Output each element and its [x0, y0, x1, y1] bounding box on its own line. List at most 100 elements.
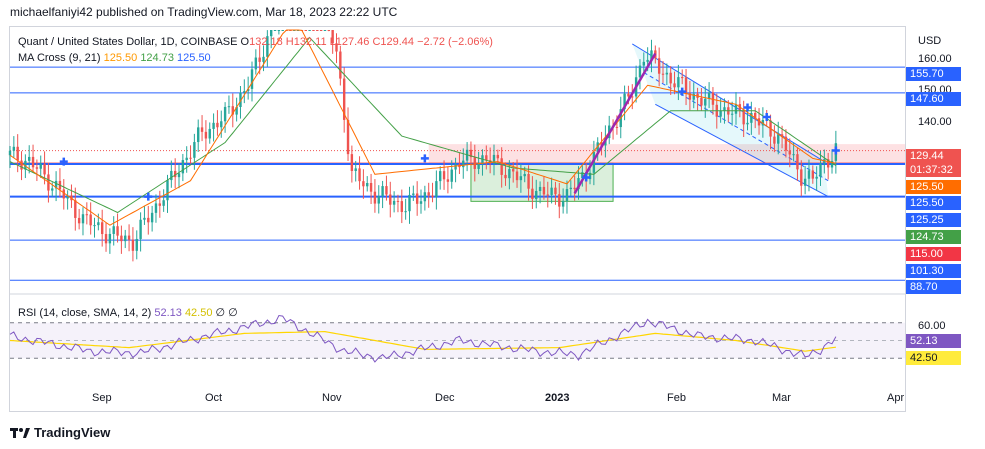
- candle-body: [208, 128, 211, 139]
- ma-cross-marker: [144, 192, 153, 201]
- candle-body: [166, 180, 169, 201]
- candle-body: [81, 214, 85, 224]
- badge-147-60: 147.60: [906, 92, 961, 106]
- candle-body: [24, 160, 27, 170]
- rsi-line: [9, 314, 837, 363]
- candle-body: [515, 171, 519, 181]
- candle-body: [577, 178, 580, 190]
- tradingview-brand: TradingView: [34, 425, 111, 440]
- candle-body: [473, 157, 476, 169]
- y-tick-140: 140.00: [918, 116, 952, 128]
- candle-body: [108, 233, 112, 244]
- candle-body: [800, 169, 803, 186]
- candle-body: [423, 192, 427, 202]
- candle-body: [373, 191, 377, 204]
- candle-body: [162, 200, 165, 206]
- badge-88-70: 88.70: [906, 280, 961, 294]
- x-tick-apr: Apr: [887, 392, 905, 404]
- symbol-label[interactable]: Quant / United States Dollar, 1D, COINBA…: [18, 36, 238, 48]
- rsi-sma-line: [9, 330, 836, 352]
- x-tick-feb: Feb: [667, 392, 686, 404]
- candle-body: [112, 226, 115, 234]
- candle-body: [500, 158, 503, 175]
- candle-body: [511, 169, 515, 172]
- rsi-tick-60: 60.00: [918, 320, 946, 332]
- candle-body: [262, 56, 265, 62]
- ma-cross-marker: [59, 157, 68, 166]
- candle-body: [243, 91, 246, 93]
- candle-body: [342, 78, 346, 120]
- candle-body: [308, 30, 311, 31]
- candle-body: [700, 97, 703, 106]
- candle-body: [147, 217, 150, 223]
- candle-body: [773, 136, 776, 144]
- candle-body: [531, 188, 534, 200]
- candle-body: [803, 178, 807, 186]
- candle-body: [254, 57, 258, 70]
- candle-body: [143, 217, 146, 220]
- candle-body: [669, 72, 672, 84]
- candle-body: [139, 219, 142, 239]
- candle-body: [124, 235, 127, 242]
- candle-body: [346, 119, 350, 155]
- candle-body: [31, 156, 35, 168]
- candle-body: [173, 170, 177, 178]
- candle-body: [239, 92, 242, 108]
- candle-body: [519, 176, 523, 181]
- candle-body: [546, 194, 549, 196]
- candle-body: [750, 112, 753, 123]
- candle-body: [704, 98, 707, 106]
- candle-body: [270, 30, 273, 37]
- candle-body: [212, 122, 215, 129]
- candle-body: [43, 163, 46, 175]
- candle-body: [600, 142, 603, 146]
- candle-body: [819, 163, 822, 177]
- candle-body: [746, 122, 749, 125]
- badge-last-price: 129.44: [906, 149, 961, 163]
- rsi-label[interactable]: RSI (14, close, SMA, 14, 2): [18, 307, 152, 319]
- candle-body: [542, 186, 546, 195]
- candle-body: [661, 73, 665, 75]
- candle-body: [404, 211, 407, 213]
- candle-body: [830, 160, 834, 168]
- candle-body: [154, 203, 158, 213]
- candle-body: [266, 36, 269, 57]
- candle-body: [788, 150, 791, 155]
- candle-body: [638, 65, 642, 78]
- candle-body: [742, 109, 745, 125]
- x-tick-dec: Dec: [435, 392, 455, 404]
- candle-body: [8, 150, 12, 156]
- candle-body: [723, 107, 726, 111]
- candle-body: [51, 188, 54, 191]
- candle-body: [777, 134, 780, 144]
- candle-body: [427, 192, 430, 196]
- ma-label[interactable]: MA Cross (9, 21): [18, 52, 101, 64]
- candle-body: [131, 239, 135, 251]
- badge-ma-slow: 124.73: [906, 230, 961, 244]
- candle-body: [485, 155, 488, 161]
- x-tick-sep: Sep: [92, 392, 112, 404]
- badge-countdown: 01:37:32: [906, 163, 961, 177]
- candle-body: [665, 72, 669, 75]
- candle-body: [177, 173, 181, 178]
- candle-body: [200, 127, 204, 132]
- candle-body: [97, 222, 100, 226]
- ma-cross-marker: [582, 173, 591, 182]
- candle-body: [250, 69, 254, 89]
- candle-body: [412, 193, 415, 195]
- badge-101-30: 101.30: [906, 264, 961, 278]
- candle-body: [496, 154, 500, 159]
- badge-155-70: 155.70: [906, 67, 961, 81]
- tradingview-logo[interactable]: TradingView: [10, 425, 110, 440]
- candle-body: [811, 170, 815, 179]
- candle-body: [707, 92, 711, 99]
- candle-body: [77, 217, 81, 224]
- candle-body: [807, 170, 811, 179]
- candle-body: [366, 183, 369, 187]
- candle-body: [323, 30, 327, 31]
- rsi-legend: RSI (14, close, SMA, 14, 2) 52.13 42.50 …: [18, 306, 238, 319]
- badge-ma-fast: 125.50: [906, 180, 961, 194]
- candle-body: [627, 93, 630, 97]
- candle-body: [85, 214, 89, 216]
